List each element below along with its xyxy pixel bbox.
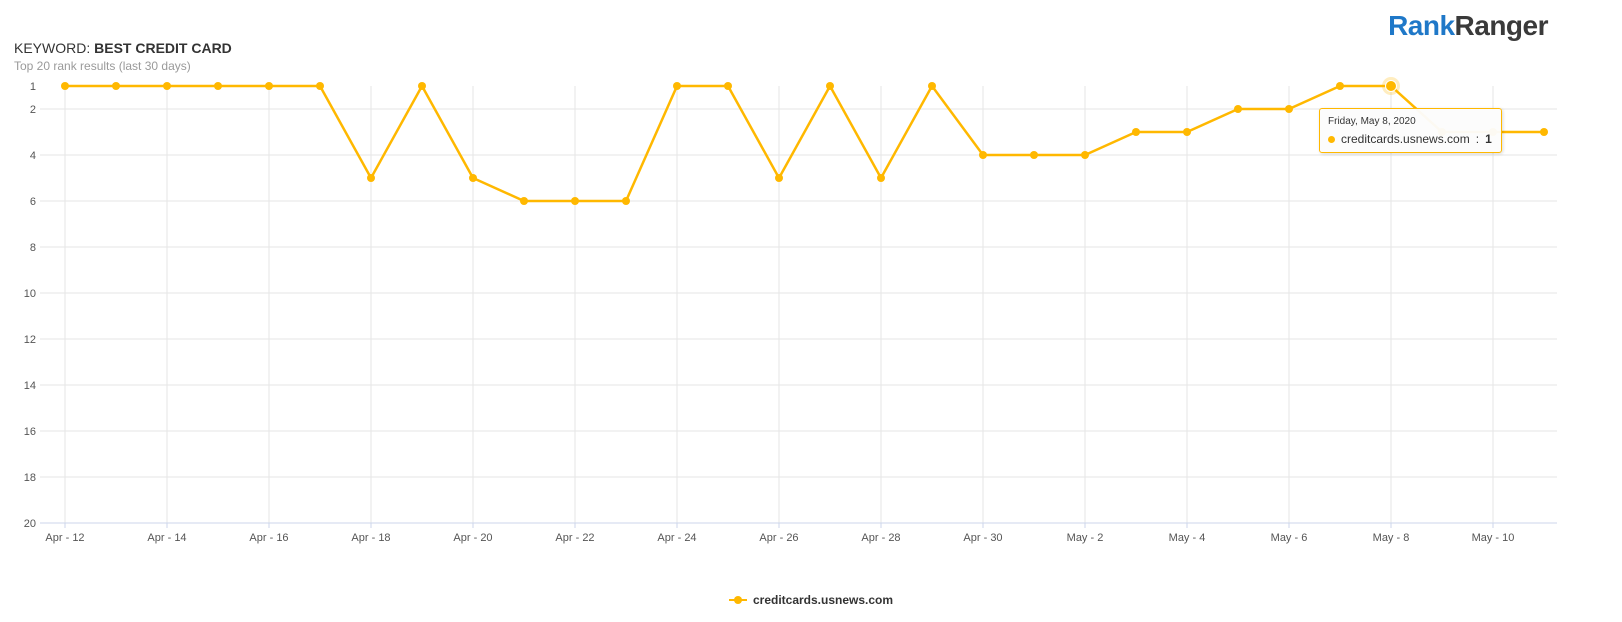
chart-legend: creditcards.usnews.com	[0, 593, 1622, 608]
x-tick-label: Apr - 26	[759, 532, 798, 544]
x-tick-label: Apr - 14	[147, 532, 186, 544]
x-tick-label: Apr - 24	[657, 532, 696, 544]
x-tick-label: May - 4	[1169, 532, 1206, 544]
tooltip-row: creditcards.usnews.com: 1	[1328, 132, 1492, 146]
x-tick-label: May - 8	[1373, 532, 1410, 544]
data-point	[877, 174, 885, 182]
data-point	[724, 82, 732, 90]
data-point	[112, 82, 120, 90]
data-point	[418, 82, 426, 90]
data-point	[61, 82, 69, 90]
data-point	[622, 197, 630, 205]
data-point	[265, 82, 273, 90]
x-tick-label: Apr - 30	[963, 532, 1002, 544]
keyword-value: BEST CREDIT CARD	[94, 40, 232, 56]
x-tick-label: Apr - 22	[555, 532, 594, 544]
legend-item-creditcards[interactable]: creditcards.usnews.com	[728, 593, 894, 607]
tooltip-value: 1	[1485, 132, 1492, 146]
data-point	[1081, 151, 1089, 159]
data-point	[571, 197, 579, 205]
data-point	[1540, 128, 1548, 136]
data-point	[367, 174, 375, 182]
data-point	[520, 197, 528, 205]
legend-label: creditcards.usnews.com	[752, 593, 894, 607]
x-tick-label: May - 10	[1472, 532, 1515, 544]
y-tick-label: 14	[24, 380, 36, 392]
data-point	[928, 82, 936, 90]
x-tick-label: May - 2	[1067, 532, 1104, 544]
x-tick-label: Apr - 28	[861, 532, 900, 544]
tooltip-date: Friday, May 8, 2020	[1328, 116, 1416, 127]
data-point	[775, 174, 783, 182]
y-tick-label: 6	[30, 196, 36, 208]
chart-subtitle: Top 20 rank results (last 30 days)	[14, 59, 191, 73]
x-tick-label: Apr - 18	[351, 532, 390, 544]
tooltip-series-name: creditcards.usnews.com	[1341, 132, 1470, 146]
data-point	[673, 82, 681, 90]
data-point	[1336, 82, 1344, 90]
y-tick-label: 4	[30, 150, 36, 162]
y-tick-label: 10	[24, 288, 36, 300]
y-tick-label: 20	[24, 518, 36, 530]
y-tick-label: 18	[24, 472, 36, 484]
y-tick-label: 16	[24, 426, 36, 438]
logo-ranger-text: Ranger	[1454, 10, 1549, 41]
data-point	[1030, 151, 1038, 159]
y-tick-label: 12	[24, 334, 36, 346]
data-point	[1285, 105, 1293, 113]
data-point	[1234, 105, 1242, 113]
chart-header: KEYWORD: BEST CREDIT CARD Top 20 rank re…	[14, 40, 232, 73]
x-tick-label: Apr - 20	[453, 532, 492, 544]
y-tick-label: 2	[30, 104, 36, 116]
data-point	[163, 82, 171, 90]
logo-rank-text: Rank	[1388, 10, 1455, 41]
x-tick-label: May - 6	[1271, 532, 1308, 544]
y-tick-label: 8	[30, 242, 36, 254]
keyword-prefix: KEYWORD:	[14, 40, 95, 56]
keyword-title: KEYWORD: BEST CREDIT CARD	[14, 40, 232, 56]
data-point	[979, 151, 987, 159]
highlight-point	[1385, 80, 1397, 92]
data-point	[316, 82, 324, 90]
data-point	[469, 174, 477, 182]
tooltip-series-dot	[1328, 135, 1335, 143]
legend-line-marker-icon	[728, 595, 747, 605]
series-line	[65, 84, 1544, 203]
data-point	[214, 82, 222, 90]
rankranger-logo: RankRanger	[1388, 10, 1548, 42]
data-point	[1183, 128, 1191, 136]
data-point	[1132, 128, 1140, 136]
y-tick-label: 1	[30, 81, 36, 93]
data-point	[826, 82, 834, 90]
x-tick-label: Apr - 16	[249, 532, 288, 544]
chart-tooltip: Friday, May 8, 2020 creditcards.usnews.c…	[1319, 108, 1502, 153]
x-tick-label: Apr - 12	[45, 532, 84, 544]
